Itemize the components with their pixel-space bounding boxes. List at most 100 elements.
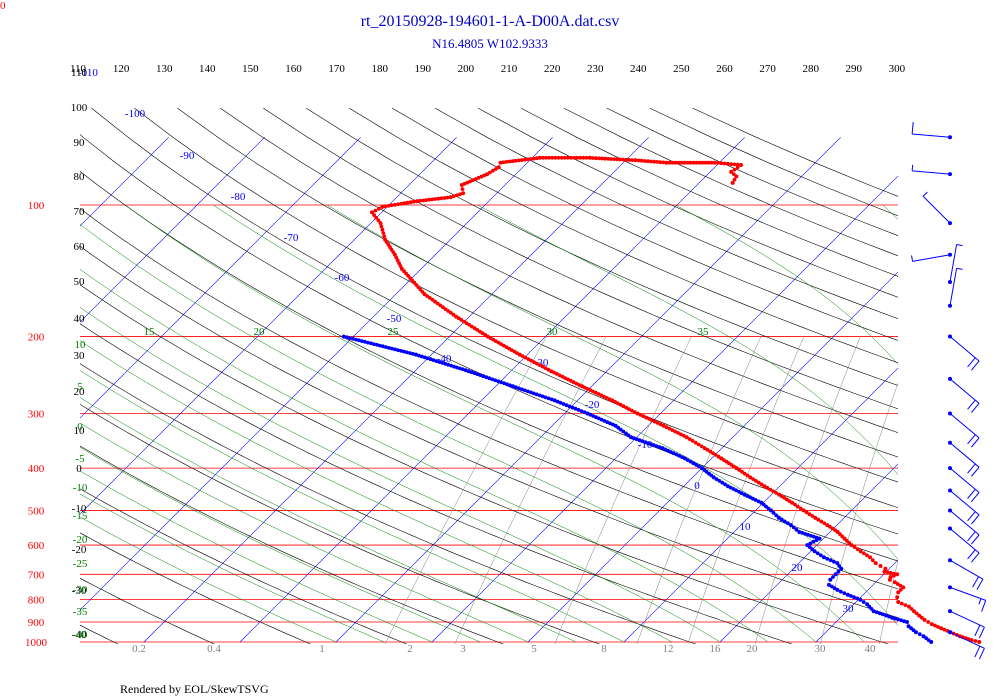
temperature-point: [606, 156, 610, 161]
dewpoint-point: [487, 376, 492, 381]
dewpoint-point: [357, 338, 361, 343]
top-scale-label: 210: [501, 63, 518, 75]
temperature-point: [670, 160, 675, 165]
temperature-point: [493, 167, 498, 171]
temperature-point: [582, 385, 587, 390]
temperature-point: [751, 477, 755, 481]
dewpoint-point: [751, 496, 755, 501]
temperature-point: [745, 473, 750, 478]
temperature-point: [892, 571, 896, 576]
temperature-point: [451, 194, 456, 199]
wind-barb-flag: [971, 492, 980, 503]
temperature-point: [729, 169, 734, 174]
temperature-point: [732, 177, 737, 182]
temperature-point: [907, 604, 911, 609]
temperature-point: [612, 157, 616, 162]
dewpoint-point: [514, 385, 518, 390]
wind-barb: [948, 630, 985, 660]
dewpoint-point: [794, 527, 799, 532]
top-scale-label: 220: [544, 63, 561, 75]
dewpoint-point: [393, 347, 397, 352]
temperature-point: [488, 336, 493, 340]
temperature-point: [587, 155, 592, 160]
dewpoint-point: [849, 594, 853, 598]
wind-barb-flag: [956, 244, 963, 247]
wind-barb: [911, 164, 952, 177]
wind-barb-flag: [978, 627, 985, 639]
temperature-point: [936, 625, 940, 629]
temperature-point: [765, 486, 770, 490]
temperature-point: [529, 358, 533, 363]
dry-adiabat-line: [80, 577, 215, 644]
dewpoint-point: [372, 342, 376, 346]
isotherm-label: 10: [740, 521, 752, 533]
dewpoint-point: [694, 463, 699, 467]
moist-top-label: 15: [144, 326, 156, 338]
temperature-point: [639, 158, 644, 163]
wind-barb: [948, 267, 963, 308]
temperature-point: [740, 469, 744, 474]
dewpoint-point: [691, 461, 696, 466]
dewpoint-point: [640, 439, 645, 444]
temperature-point: [569, 155, 573, 160]
temperature-point: [771, 489, 776, 494]
temperature-point: [658, 422, 663, 427]
temperature-point: [373, 208, 378, 213]
temperature-point: [577, 383, 582, 387]
temperature-point: [652, 159, 656, 164]
dewpoint-point: [552, 398, 557, 403]
isotherm-line: [143, 137, 649, 643]
wind-barb-flag: [971, 360, 980, 371]
dry-adiabat-line: [349, 107, 898, 364]
temperature-point: [868, 555, 872, 560]
temperature-point: [703, 160, 708, 165]
dewpoint-point: [828, 577, 833, 582]
moist-top-label: 20: [254, 326, 266, 338]
temperature-point: [544, 155, 548, 160]
mixing-ratio-label: 20: [747, 643, 759, 655]
dewpoint-point: [797, 530, 802, 534]
wind-barb-staff: [949, 244, 958, 283]
dewpoint-point: [508, 383, 512, 388]
moist-adiabat-line: [80, 224, 817, 643]
temperature-point: [926, 620, 931, 624]
dewpoint-point: [877, 611, 882, 616]
dewpoint-point: [502, 381, 506, 386]
dewpoint-point: [457, 366, 462, 371]
wind-barb-flag: [911, 255, 914, 262]
temperature-point: [700, 160, 705, 165]
mixing-ratio-label: 8: [601, 643, 607, 655]
temperature-point: [546, 367, 551, 372]
dry-adiabat-line: [134, 107, 898, 483]
dewpoint-point: [917, 632, 922, 637]
dewpoint-point: [624, 431, 628, 436]
temperature-point: [914, 611, 919, 616]
temperature-point: [590, 156, 595, 160]
temperature-point: [552, 370, 556, 375]
temperature-point: [861, 551, 866, 556]
dewpoint-point: [425, 356, 430, 361]
temperature-point: [774, 491, 778, 495]
temperature-point: [593, 156, 598, 161]
top-scale-label: 230: [587, 63, 604, 75]
dewpoint-point: [428, 357, 433, 362]
dry-adiabat-line: [80, 208, 898, 590]
dewpoint-point: [384, 345, 388, 349]
temperature-point: [535, 361, 539, 366]
dry-adiabat-line: [80, 284, 890, 644]
dry-adiabat-label: 0: [76, 463, 82, 475]
temperature-point: [693, 440, 698, 445]
dry-adiabat-line: [177, 107, 898, 458]
temperature-point: [725, 161, 730, 166]
top-scale-label: 280: [802, 63, 819, 75]
dewpoint-point: [493, 378, 498, 383]
dewpoint-point: [807, 545, 812, 549]
temperature-point: [711, 451, 715, 456]
dewpoint-point: [688, 459, 693, 464]
dewpoint-point: [837, 564, 842, 568]
dewpoint-point: [924, 636, 928, 640]
moist-adiabat-line: [80, 370, 625, 643]
dewpoint-point: [702, 468, 707, 472]
temperature-point: [528, 157, 533, 161]
mixing-ratio-line: [921, 337, 999, 652]
